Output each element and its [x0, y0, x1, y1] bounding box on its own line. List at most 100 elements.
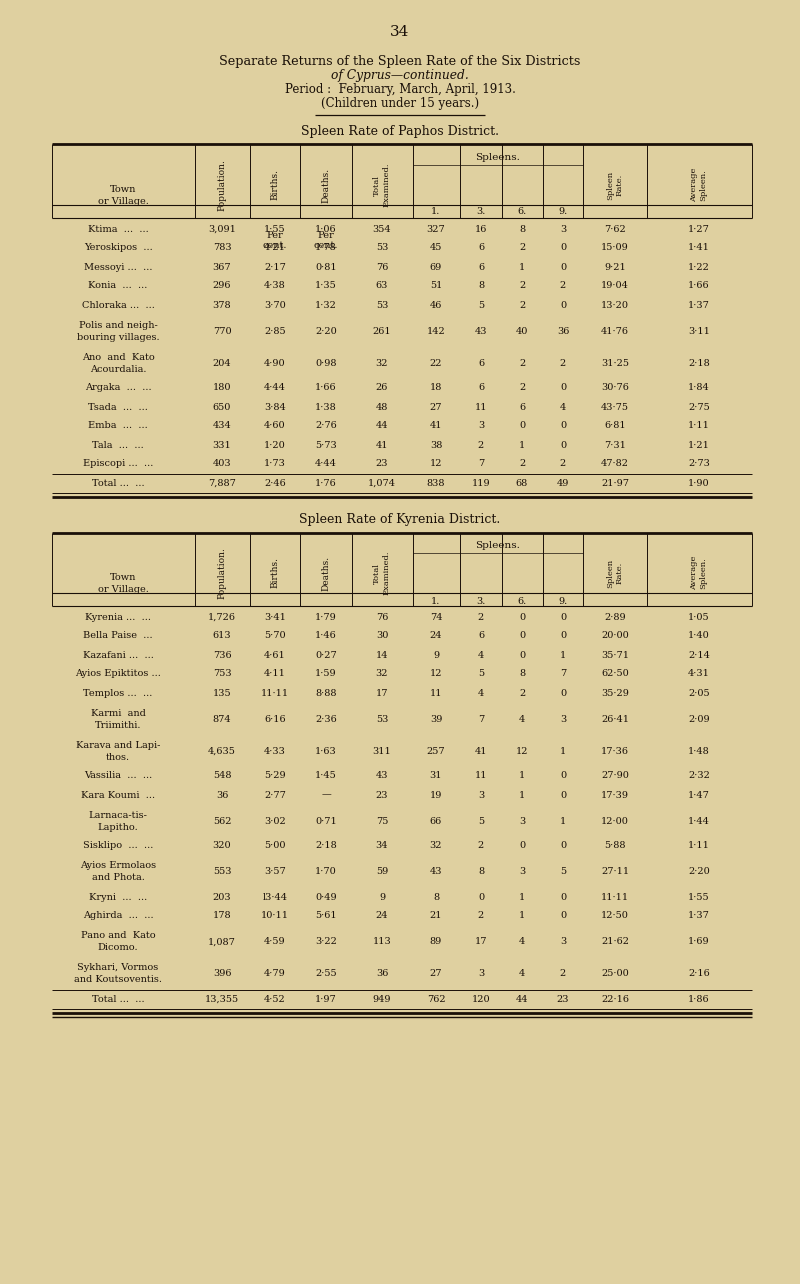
Text: 30: 30	[376, 632, 388, 641]
Text: 59: 59	[376, 868, 388, 877]
Text: 2: 2	[478, 912, 484, 921]
Text: 17·36: 17·36	[601, 746, 629, 755]
Text: or Village.: or Village.	[98, 584, 149, 593]
Text: 4·11: 4·11	[264, 669, 286, 678]
Text: 2·09: 2·09	[688, 714, 710, 723]
Text: 43: 43	[376, 772, 388, 781]
Text: 1·66: 1·66	[688, 281, 710, 290]
Text: 47·82: 47·82	[601, 460, 629, 469]
Text: Lapitho.: Lapitho.	[98, 823, 138, 832]
Text: 1·55: 1·55	[264, 225, 286, 234]
Text: 2·14: 2·14	[688, 651, 710, 660]
Text: Deaths.: Deaths.	[322, 167, 330, 203]
Text: Deaths.: Deaths.	[322, 556, 330, 591]
Text: 180: 180	[213, 384, 231, 393]
Text: 1·11: 1·11	[688, 841, 710, 850]
Text: 0: 0	[560, 440, 566, 449]
Text: Per: Per	[266, 231, 283, 240]
Text: Yeroskipos  ...: Yeroskipos ...	[84, 244, 152, 253]
Text: Acourdalia.: Acourdalia.	[90, 365, 146, 374]
Text: 69: 69	[430, 262, 442, 271]
Text: 4: 4	[478, 688, 484, 697]
Text: 0: 0	[560, 688, 566, 697]
Text: 39: 39	[430, 714, 442, 723]
Text: 3: 3	[519, 868, 525, 877]
Text: 75: 75	[376, 817, 388, 826]
Text: 1·27: 1·27	[688, 225, 710, 234]
Text: 0: 0	[560, 912, 566, 921]
Text: 3·70: 3·70	[264, 300, 286, 309]
Text: Dicomo.: Dicomo.	[98, 944, 138, 953]
Text: 1·32: 1·32	[315, 300, 337, 309]
Text: 3,091: 3,091	[208, 225, 236, 234]
Text: 874: 874	[213, 714, 231, 723]
Text: 9·21: 9·21	[604, 262, 626, 271]
Text: 1·44: 1·44	[688, 817, 710, 826]
Text: 4,635: 4,635	[208, 746, 236, 755]
Text: 76: 76	[376, 612, 388, 621]
Text: 2·36: 2·36	[315, 714, 337, 723]
Text: 31·25: 31·25	[601, 358, 629, 367]
Text: 8: 8	[433, 892, 439, 901]
Text: 20·00: 20·00	[601, 632, 629, 641]
Text: 2·20: 2·20	[315, 326, 337, 335]
Text: 1·48: 1·48	[688, 746, 710, 755]
Text: 43: 43	[474, 326, 487, 335]
Text: Average
Spleen.: Average Spleen.	[690, 168, 708, 202]
Text: Per: Per	[318, 231, 334, 240]
Text: 5: 5	[478, 300, 484, 309]
Text: 753: 753	[213, 669, 231, 678]
Text: 12·00: 12·00	[601, 817, 629, 826]
Text: 43·75: 43·75	[601, 402, 629, 411]
Text: Population.: Population.	[218, 547, 226, 598]
Text: Spleen
Rate.: Spleen Rate.	[606, 171, 624, 199]
Text: 13·20: 13·20	[601, 300, 629, 309]
Text: 38: 38	[430, 440, 442, 449]
Text: 1·55: 1·55	[688, 892, 710, 901]
Text: 1·35: 1·35	[315, 281, 337, 290]
Text: 2·77: 2·77	[264, 791, 286, 800]
Text: 142: 142	[426, 326, 446, 335]
Text: 0: 0	[519, 841, 525, 850]
Text: 13,355: 13,355	[205, 995, 239, 1004]
Text: 0: 0	[519, 421, 525, 430]
Text: Triimithi.: Triimithi.	[94, 720, 142, 729]
Text: Ano  and  Kato: Ano and Kato	[82, 353, 154, 362]
Text: 2·85: 2·85	[264, 326, 286, 335]
Text: 120: 120	[472, 995, 490, 1004]
Text: 2: 2	[519, 300, 525, 309]
Text: 2·46: 2·46	[264, 479, 286, 488]
Text: 32: 32	[376, 358, 388, 367]
Text: 1·79: 1·79	[315, 612, 337, 621]
Text: Aghirda  ...  ...: Aghirda ... ...	[82, 912, 154, 921]
Text: 2·32: 2·32	[688, 772, 710, 781]
Text: 9: 9	[379, 892, 385, 901]
Text: 24: 24	[376, 912, 388, 921]
Text: 5: 5	[560, 868, 566, 877]
Text: 6·16: 6·16	[264, 714, 286, 723]
Text: 1.: 1.	[431, 208, 441, 217]
Text: 783: 783	[213, 244, 231, 253]
Text: 1·73: 1·73	[264, 460, 286, 469]
Text: 7·31: 7·31	[604, 440, 626, 449]
Text: Average
Spleen.: Average Spleen.	[690, 556, 708, 591]
Text: Tala  ...  ...: Tala ... ...	[92, 440, 144, 449]
Text: 23: 23	[557, 995, 570, 1004]
Text: 0: 0	[560, 892, 566, 901]
Text: bouring villages.: bouring villages.	[77, 333, 159, 342]
Text: 11: 11	[430, 688, 442, 697]
Text: 1·84: 1·84	[688, 384, 710, 393]
Text: Ayios Ermolaos: Ayios Ermolaos	[80, 862, 156, 871]
Text: 1·11: 1·11	[688, 421, 710, 430]
Text: 53: 53	[376, 244, 388, 253]
Text: 0: 0	[560, 632, 566, 641]
Text: 327: 327	[426, 225, 446, 234]
Text: 26: 26	[376, 384, 388, 393]
Text: 562: 562	[213, 817, 231, 826]
Text: 296: 296	[213, 281, 231, 290]
Text: Kazafani ...  ...: Kazafani ... ...	[82, 651, 154, 660]
Text: 6·81: 6·81	[604, 421, 626, 430]
Text: 19: 19	[430, 791, 442, 800]
Text: 1·66: 1·66	[315, 384, 337, 393]
Text: 41: 41	[376, 440, 388, 449]
